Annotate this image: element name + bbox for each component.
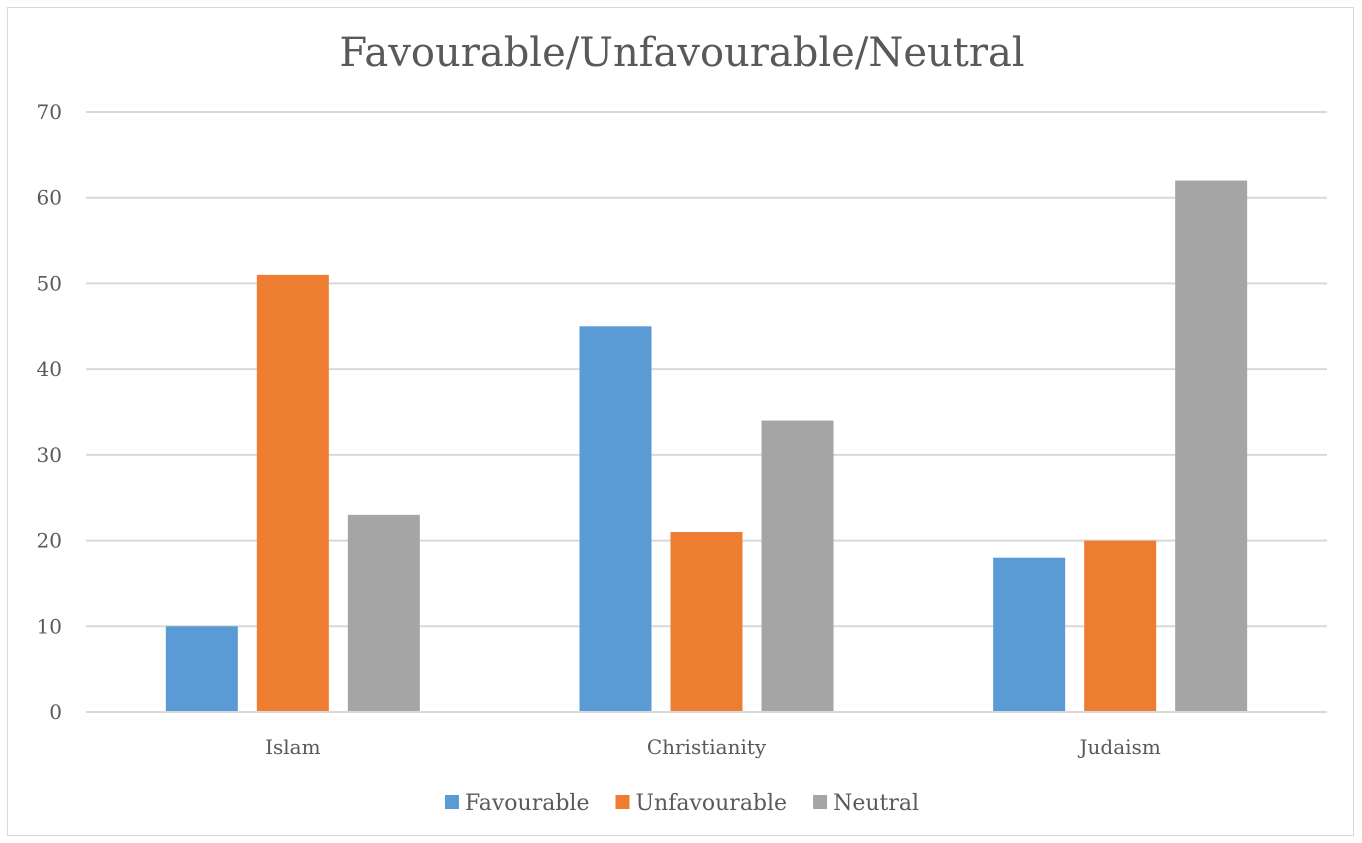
legend: Favourable Unfavourable Neutral [444,791,919,816]
y-tick-label: 50 [37,271,62,295]
x-tick-label: Islam [265,735,320,759]
y-tick-label: 0 [49,700,62,724]
legend-swatch [444,795,459,809]
y-tick-label: 40 [37,357,62,381]
legend-swatch [615,795,630,809]
bar-unfavourable-judaism [1084,540,1157,712]
legend-item-favourable: Favourable [444,791,590,816]
bars [86,180,1327,713]
bar-unfavourable-christianity [670,532,743,712]
bar-neutral-judaism [1175,180,1248,713]
legend-item-unfavourable: Unfavourable [615,791,787,816]
legend-swatch [813,795,828,809]
legend-item-neutral: Neutral [813,791,919,816]
y-tick-label: 30 [37,443,62,467]
chart-title: Favourable/Unfavourable/Neutral [339,30,1024,76]
bar-favourable-judaism [993,557,1066,712]
y-tick-label: 10 [37,614,62,638]
y-tick-label: 70 [37,100,62,124]
bar-unfavourable-islam [256,274,329,712]
legend-label: Neutral [833,791,919,816]
x-tick-label: Christianity [647,735,767,759]
y-tick-label: 60 [37,186,62,210]
y-axis-ticks: 0 10 20 30 40 50 60 70 [37,100,62,724]
bar-neutral-christianity [761,420,834,712]
legend-label: Favourable [465,791,590,816]
x-tick-label: Judaism [1078,735,1161,759]
bar-favourable-christianity [579,326,652,712]
x-axis-ticks: Islam Christianity Judaism [265,735,1161,759]
y-tick-label: 20 [37,529,62,553]
bar-neutral-islam [347,514,420,712]
legend-label: Unfavourable [635,791,787,816]
bar-favourable-islam [165,626,238,712]
